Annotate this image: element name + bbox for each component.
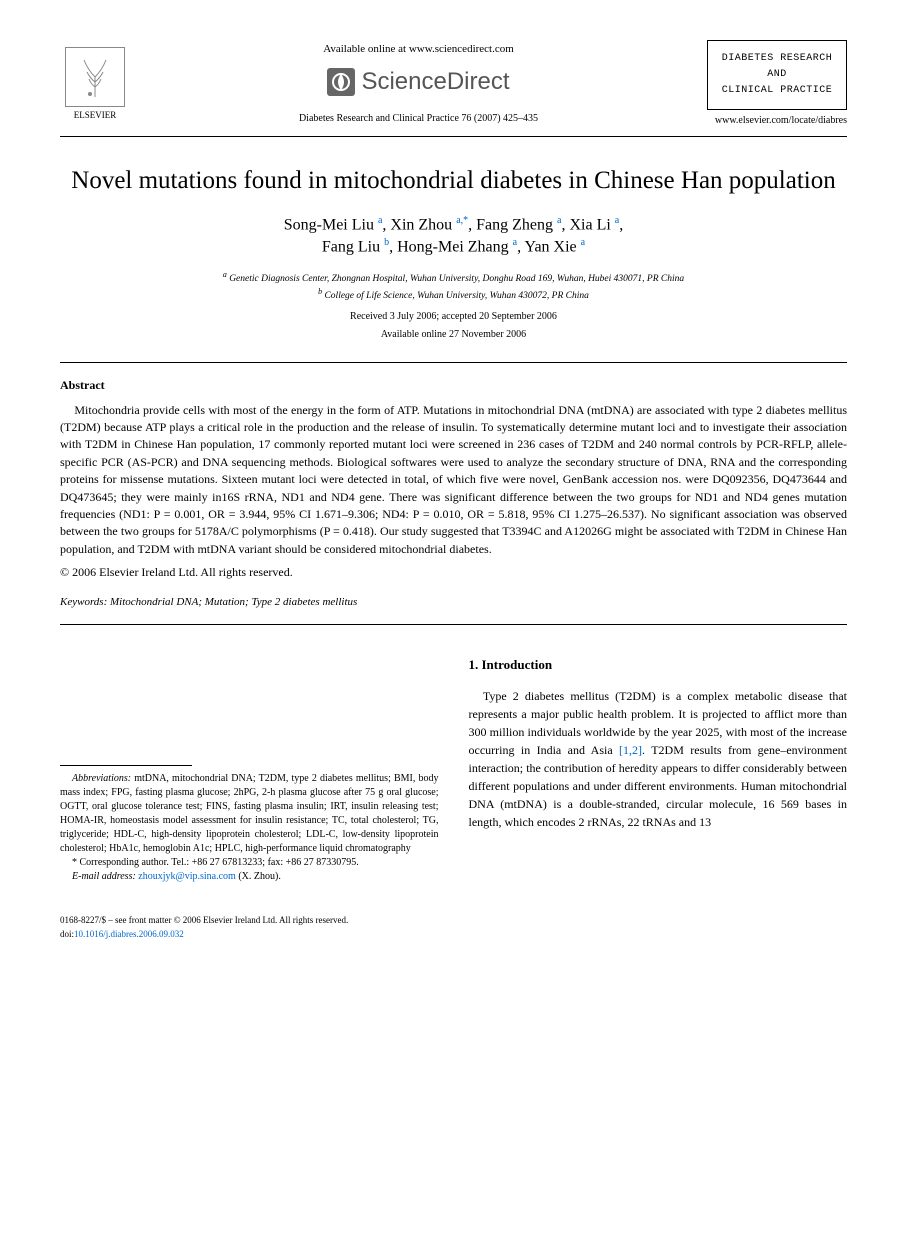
citation-line: Diabetes Research and Clinical Practice …: [130, 112, 707, 126]
affiliations: a Genetic Diagnosis Center, Zhongnan Hos…: [60, 269, 847, 304]
left-column: Abbreviations: mtDNA, mitochondrial DNA;…: [60, 655, 439, 884]
ref-link-1-2[interactable]: [1,2]: [619, 743, 642, 757]
email-label: E-mail address:: [72, 871, 136, 882]
affiliation-a: a Genetic Diagnosis Center, Zhongnan Hos…: [60, 269, 847, 286]
elsevier-logo: ELSEVIER: [60, 44, 130, 124]
date-received: Received 3 July 2006; accepted 20 Septem…: [60, 310, 847, 324]
right-column: 1. Introduction Type 2 diabetes mellitus…: [469, 655, 848, 884]
journal-line3: CLINICAL PRACTICE: [714, 83, 840, 99]
abstract-body: Mitochondria provide cells with most of …: [60, 402, 847, 559]
abstract-copyright: © 2006 Elsevier Ireland Ltd. All rights …: [60, 564, 847, 581]
available-online-text: Available online at www.sciencedirect.co…: [130, 42, 707, 57]
article-title: Novel mutations found in mitochondrial d…: [60, 165, 847, 198]
journal-url[interactable]: www.elsevier.com/locate/diabres: [707, 114, 847, 128]
footer-doi-line: doi:10.1016/j.diabres.2006.09.032: [60, 928, 847, 942]
journal-line1: DIABETES RESEARCH: [714, 51, 840, 67]
authors-block: Song-Mei Liu a, Xin Zhou a,*, Fang Zheng…: [60, 214, 847, 259]
email-link[interactable]: zhouxjyk@vip.sina.com: [138, 871, 236, 882]
affiliation-b: b College of Life Science, Wuhan Univers…: [60, 286, 847, 303]
keywords-label: Keywords:: [60, 596, 107, 608]
abstract-top-rule: [60, 362, 847, 363]
date-available: Available online 27 November 2006: [60, 328, 847, 342]
sciencedirect-logo: ScienceDirect: [130, 65, 707, 99]
abstract-heading: Abstract: [60, 377, 847, 394]
journal-title-box: DIABETES RESEARCH AND CLINICAL PRACTICE: [707, 40, 847, 110]
sciencedirect-icon: [327, 68, 355, 96]
sciencedirect-text: ScienceDirect: [361, 65, 509, 99]
page-footer: 0168-8227/$ – see front matter © 2006 El…: [60, 914, 847, 941]
keywords-text: Mitochondrial DNA; Mutation; Type 2 diab…: [110, 596, 357, 608]
doi-link[interactable]: 10.1016/j.diabres.2006.09.032: [74, 929, 184, 939]
keywords-line: Keywords: Mitochondrial DNA; Mutation; T…: [60, 595, 847, 610]
journal-line2: AND: [714, 67, 840, 83]
abbrev-text: mtDNA, mitochondrial DNA; T2DM, type 2 d…: [60, 773, 439, 854]
elsevier-tree-icon: [65, 47, 125, 107]
journal-box-wrap: DIABETES RESEARCH AND CLINICAL PRACTICE …: [707, 40, 847, 128]
intro-body: Type 2 diabetes mellitus (T2DM) is a com…: [469, 687, 848, 831]
email-line: E-mail address: zhouxjyk@vip.sina.com (X…: [60, 870, 439, 884]
footnotes-block: Abbreviations: mtDNA, mitochondrial DNA;…: [60, 772, 439, 884]
header-rule: [60, 136, 847, 137]
corresponding-author: * Corresponding author. Tel.: +86 27 678…: [60, 856, 439, 870]
footer-line1: 0168-8227/$ – see front matter © 2006 El…: [60, 914, 847, 928]
abbreviations: Abbreviations: mtDNA, mitochondrial DNA;…: [60, 772, 439, 856]
footnote-rule: [60, 765, 192, 766]
elsevier-label: ELSEVIER: [74, 109, 117, 122]
header-center: Available online at www.sciencedirect.co…: [130, 42, 707, 127]
two-column-body: Abbreviations: mtDNA, mitochondrial DNA;…: [60, 655, 847, 884]
email-who: (X. Zhou).: [238, 871, 281, 882]
doi-label: doi:: [60, 929, 74, 939]
abbrev-label: Abbreviations:: [72, 773, 131, 784]
header-row: ELSEVIER Available online at www.science…: [60, 40, 847, 128]
intro-heading: 1. Introduction: [469, 655, 848, 675]
abstract-bottom-rule: [60, 624, 847, 625]
